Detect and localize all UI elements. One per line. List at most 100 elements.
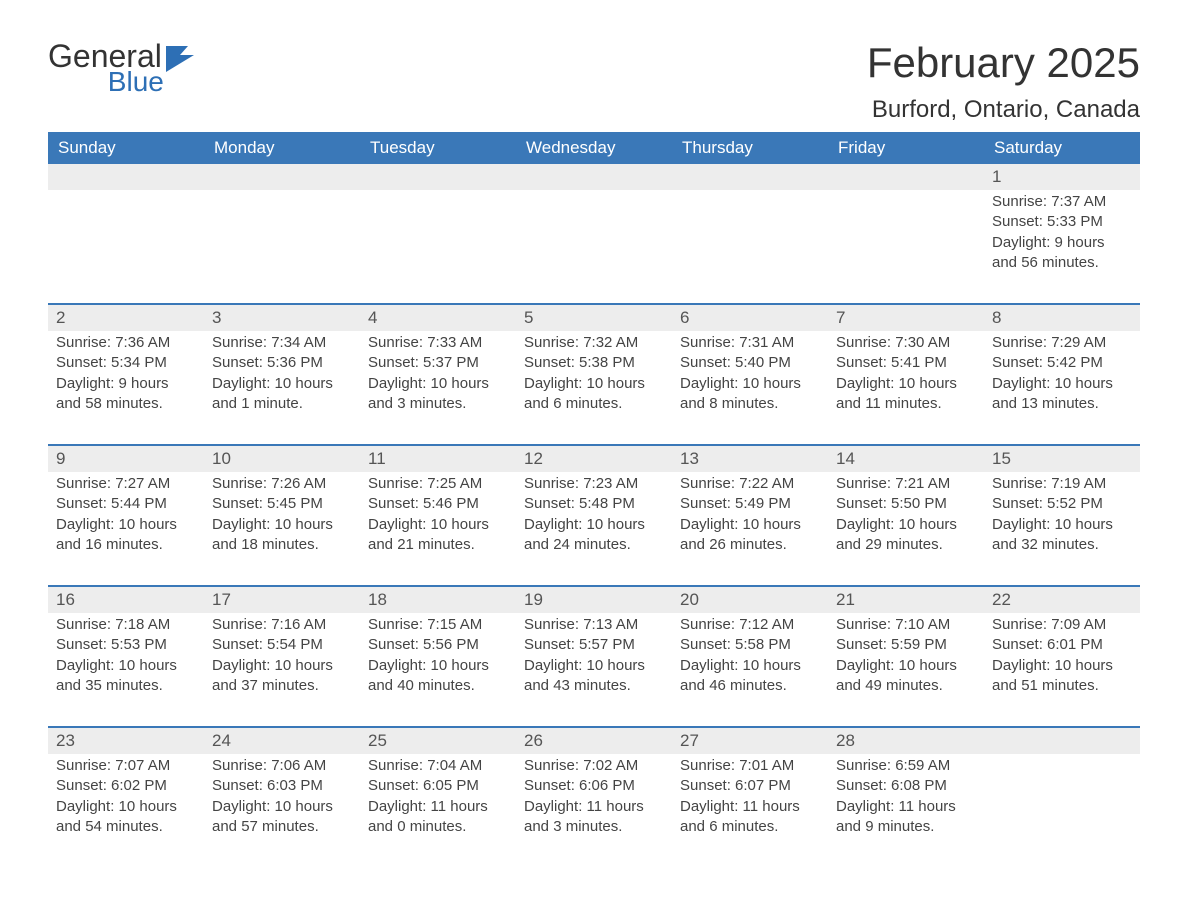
daylight-text-1: Daylight: 10 hours: [524, 656, 664, 676]
daynum-row: 2345678: [48, 303, 1140, 331]
sunset-text: Sunset: 5:58 PM: [680, 635, 820, 655]
sunset-text: Sunset: 6:05 PM: [368, 776, 508, 796]
daylight-text-2: and 18 minutes.: [212, 535, 352, 555]
sunset-text: Sunset: 5:46 PM: [368, 494, 508, 514]
weekday-header: Thursday: [672, 132, 828, 164]
daylight-text-1: Daylight: 10 hours: [212, 374, 352, 394]
sunset-text: Sunset: 5:57 PM: [524, 635, 664, 655]
daylight-text-2: and 13 minutes.: [992, 394, 1132, 414]
day-number: [984, 728, 1140, 754]
daylight-text-1: Daylight: 10 hours: [524, 515, 664, 535]
sunrise-text: Sunrise: 7:15 AM: [368, 615, 508, 635]
day-number: 17: [204, 587, 360, 613]
weekday-header: Monday: [204, 132, 360, 164]
daylight-text-1: Daylight: 11 hours: [524, 797, 664, 817]
daylight-text-2: and 46 minutes.: [680, 676, 820, 696]
day-cell: Sunrise: 7:23 AMSunset: 5:48 PMDaylight:…: [516, 472, 672, 557]
sunset-text: Sunset: 5:37 PM: [368, 353, 508, 373]
daylight-text-2: and 35 minutes.: [56, 676, 196, 696]
daylight-text-1: Daylight: 10 hours: [992, 656, 1132, 676]
day-cell: Sunrise: 7:21 AMSunset: 5:50 PMDaylight:…: [828, 472, 984, 557]
day-cell: Sunrise: 7:25 AMSunset: 5:46 PMDaylight:…: [360, 472, 516, 557]
daylight-text-1: Daylight: 10 hours: [212, 797, 352, 817]
week-body-row: Sunrise: 7:18 AMSunset: 5:53 PMDaylight:…: [48, 613, 1140, 698]
weeks-container: 1Sunrise: 7:37 AMSunset: 5:33 PMDaylight…: [48, 164, 1140, 839]
day-number: 12: [516, 446, 672, 472]
day-cell: Sunrise: 7:26 AMSunset: 5:45 PMDaylight:…: [204, 472, 360, 557]
sunrise-text: Sunrise: 7:26 AM: [212, 474, 352, 494]
daylight-text-1: Daylight: 11 hours: [836, 797, 976, 817]
day-cell: Sunrise: 7:06 AMSunset: 6:03 PMDaylight:…: [204, 754, 360, 839]
daylight-text-2: and 3 minutes.: [524, 817, 664, 837]
day-number: 6: [672, 305, 828, 331]
daylight-text-2: and 49 minutes.: [836, 676, 976, 696]
day-cell: Sunrise: 7:29 AMSunset: 5:42 PMDaylight:…: [984, 331, 1140, 416]
sunset-text: Sunset: 5:53 PM: [56, 635, 196, 655]
sunset-text: Sunset: 5:33 PM: [992, 212, 1132, 232]
weekday-header: Sunday: [48, 132, 204, 164]
daylight-text-2: and 40 minutes.: [368, 676, 508, 696]
day-number: 11: [360, 446, 516, 472]
logo: General Blue: [48, 40, 194, 96]
daynum-row: 232425262728: [48, 726, 1140, 754]
sunrise-text: Sunrise: 7:21 AM: [836, 474, 976, 494]
daynum-row: 16171819202122: [48, 585, 1140, 613]
day-cell: Sunrise: 7:33 AMSunset: 5:37 PMDaylight:…: [360, 331, 516, 416]
day-cell: Sunrise: 7:13 AMSunset: 5:57 PMDaylight:…: [516, 613, 672, 698]
sunrise-text: Sunrise: 7:32 AM: [524, 333, 664, 353]
day-number: 5: [516, 305, 672, 331]
week-body-row: Sunrise: 7:27 AMSunset: 5:44 PMDaylight:…: [48, 472, 1140, 557]
daylight-text-1: Daylight: 10 hours: [680, 374, 820, 394]
day-number: 24: [204, 728, 360, 754]
daylight-text-1: Daylight: 10 hours: [680, 656, 820, 676]
sunset-text: Sunset: 5:48 PM: [524, 494, 664, 514]
day-cell: [48, 190, 204, 275]
daylight-text-1: Daylight: 10 hours: [836, 656, 976, 676]
daylight-text-2: and 9 minutes.: [836, 817, 976, 837]
sunrise-text: Sunrise: 7:12 AM: [680, 615, 820, 635]
day-cell: Sunrise: 7:30 AMSunset: 5:41 PMDaylight:…: [828, 331, 984, 416]
sunset-text: Sunset: 5:49 PM: [680, 494, 820, 514]
week-body-row: Sunrise: 7:36 AMSunset: 5:34 PMDaylight:…: [48, 331, 1140, 416]
daylight-text-1: Daylight: 10 hours: [56, 656, 196, 676]
title-block: February 2025 Burford, Ontario, Canada: [867, 40, 1140, 124]
day-cell: [984, 754, 1140, 839]
day-number: 18: [360, 587, 516, 613]
day-cell: Sunrise: 7:01 AMSunset: 6:07 PMDaylight:…: [672, 754, 828, 839]
sunset-text: Sunset: 6:01 PM: [992, 635, 1132, 655]
day-number: [48, 164, 204, 190]
day-number: 15: [984, 446, 1140, 472]
day-cell: Sunrise: 6:59 AMSunset: 6:08 PMDaylight:…: [828, 754, 984, 839]
weekday-header: Saturday: [984, 132, 1140, 164]
daylight-text-1: Daylight: 10 hours: [680, 515, 820, 535]
sunset-text: Sunset: 6:07 PM: [680, 776, 820, 796]
sunrise-text: Sunrise: 7:04 AM: [368, 756, 508, 776]
day-cell: Sunrise: 7:09 AMSunset: 6:01 PMDaylight:…: [984, 613, 1140, 698]
daylight-text-1: Daylight: 10 hours: [836, 515, 976, 535]
sunrise-text: Sunrise: 7:37 AM: [992, 192, 1132, 212]
daylight-text-1: Daylight: 10 hours: [524, 374, 664, 394]
sunrise-text: Sunrise: 7:29 AM: [992, 333, 1132, 353]
sunrise-text: Sunrise: 7:18 AM: [56, 615, 196, 635]
daylight-text-1: Daylight: 10 hours: [56, 797, 196, 817]
sunrise-text: Sunrise: 7:25 AM: [368, 474, 508, 494]
day-cell: [516, 190, 672, 275]
sunrise-text: Sunrise: 7:22 AM: [680, 474, 820, 494]
day-number: 19: [516, 587, 672, 613]
daylight-text-2: and 6 minutes.: [524, 394, 664, 414]
day-number: 7: [828, 305, 984, 331]
day-cell: [360, 190, 516, 275]
day-cell: Sunrise: 7:10 AMSunset: 5:59 PMDaylight:…: [828, 613, 984, 698]
day-cell: Sunrise: 7:16 AMSunset: 5:54 PMDaylight:…: [204, 613, 360, 698]
header: General Blue February 2025 Burford, Onta…: [48, 40, 1140, 124]
weekday-header: Friday: [828, 132, 984, 164]
sunset-text: Sunset: 5:59 PM: [836, 635, 976, 655]
daylight-text-1: Daylight: 10 hours: [212, 515, 352, 535]
day-cell: Sunrise: 7:02 AMSunset: 6:06 PMDaylight:…: [516, 754, 672, 839]
daylight-text-2: and 37 minutes.: [212, 676, 352, 696]
sunset-text: Sunset: 5:45 PM: [212, 494, 352, 514]
daylight-text-2: and 16 minutes.: [56, 535, 196, 555]
daylight-text-1: Daylight: 10 hours: [368, 656, 508, 676]
day-cell: Sunrise: 7:22 AMSunset: 5:49 PMDaylight:…: [672, 472, 828, 557]
day-number: 13: [672, 446, 828, 472]
